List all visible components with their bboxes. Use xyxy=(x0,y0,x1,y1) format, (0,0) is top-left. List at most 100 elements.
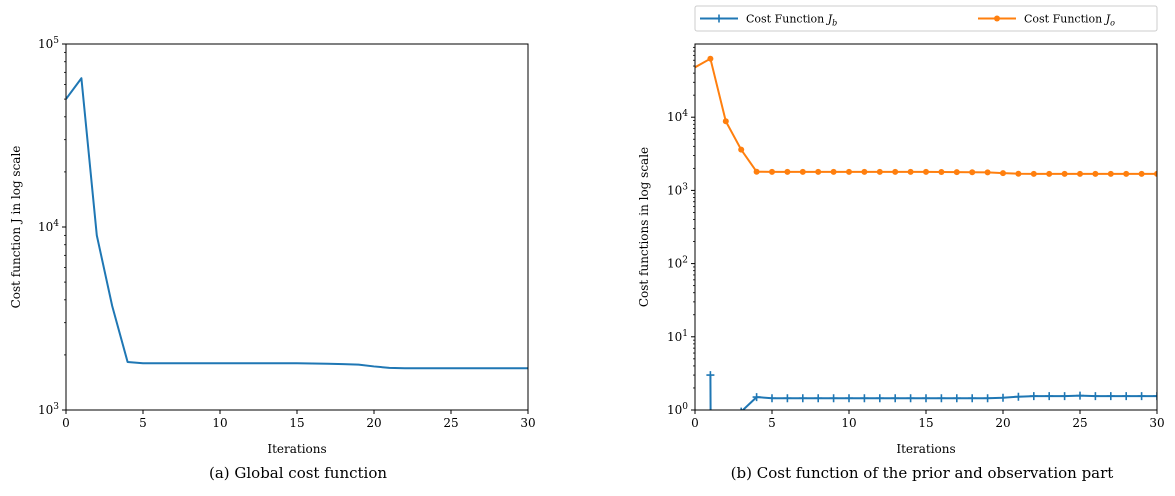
data-point xyxy=(937,394,946,403)
data-point xyxy=(845,394,853,403)
y-tick-label: 104 xyxy=(38,219,59,234)
data-point xyxy=(1030,170,1037,177)
data-point xyxy=(783,394,792,403)
x-tick-label: 25 xyxy=(1072,416,1087,430)
data-point xyxy=(829,394,838,403)
data-point xyxy=(707,55,714,62)
y-tick-label: 101 xyxy=(667,329,688,344)
x-tick-label: 0 xyxy=(62,416,70,430)
x-tick-label: 30 xyxy=(1149,416,1164,430)
y-tick-label: 100 xyxy=(667,402,688,417)
data-point xyxy=(861,168,868,175)
data-point xyxy=(1015,170,1022,177)
data-point xyxy=(768,394,776,403)
data-point xyxy=(1046,170,1053,177)
data-point xyxy=(1060,392,1069,401)
data-point xyxy=(1000,170,1006,177)
data-point xyxy=(1138,170,1145,177)
series-cost-function-j-o xyxy=(695,55,1157,177)
data-point xyxy=(814,394,823,403)
data-point xyxy=(1122,392,1131,401)
data-point xyxy=(846,168,852,175)
legend-label: Cost Function Jb xyxy=(746,13,837,28)
data-point xyxy=(784,168,791,175)
series-line xyxy=(66,77,528,370)
data-point xyxy=(984,169,991,176)
plot-frame xyxy=(65,43,529,411)
legend-marker xyxy=(715,14,723,23)
x-axis-label: Iterations xyxy=(267,442,326,456)
data-point xyxy=(953,169,960,176)
legend-entry: Cost Function Jo xyxy=(978,13,1115,28)
data-point xyxy=(923,168,929,175)
plot-frame xyxy=(694,43,1158,411)
x-tick-label: 30 xyxy=(520,416,535,430)
data-point xyxy=(1014,392,1023,401)
data-point xyxy=(769,168,775,175)
data-point xyxy=(815,168,822,175)
legend-entry: Cost Function Jb xyxy=(700,13,837,28)
data-point xyxy=(892,168,899,175)
x-tick-label: 5 xyxy=(139,416,147,430)
legend-frame xyxy=(694,5,1158,32)
y-tick-label: 105 xyxy=(38,36,59,51)
data-point xyxy=(1137,392,1146,401)
figure-caption: (b) Cost function of the prior and obser… xyxy=(731,464,1114,482)
x-tick-label: 20 xyxy=(995,416,1010,430)
legend-label: Cost Function Jo xyxy=(1024,13,1115,28)
series-line xyxy=(66,77,528,370)
figure-caption: (a) Global cost function xyxy=(209,464,387,482)
data-point xyxy=(1091,392,1100,401)
data-point xyxy=(830,168,837,175)
x-tick-label: 20 xyxy=(366,416,381,430)
data-point xyxy=(1077,170,1083,177)
data-point xyxy=(740,407,742,410)
data-point xyxy=(1045,392,1054,401)
data-point xyxy=(1076,391,1084,400)
data-point xyxy=(875,394,884,403)
y-axis-label: Cost function J in log scale xyxy=(9,146,23,309)
x-axis-label: Iterations xyxy=(896,442,955,456)
y-tick-label: 103 xyxy=(38,402,59,417)
x-tick-label: 10 xyxy=(841,416,856,430)
data-point xyxy=(952,394,961,403)
y-axis-label: Cost functions in log scale xyxy=(637,147,651,307)
data-point xyxy=(1061,170,1068,177)
x-tick-label: 25 xyxy=(443,416,458,430)
data-point xyxy=(752,393,761,402)
data-point xyxy=(969,169,976,176)
data-point xyxy=(999,393,1007,402)
series-line xyxy=(695,57,1157,175)
data-point xyxy=(907,168,914,175)
series-cost-function-j-b xyxy=(706,371,1157,410)
x-tick-label: 15 xyxy=(289,416,304,430)
data-point xyxy=(983,394,992,403)
data-point xyxy=(906,394,915,403)
data-point xyxy=(1123,170,1130,177)
x-tick-label: 0 xyxy=(691,416,699,430)
data-point xyxy=(706,371,715,380)
x-tick-label: 5 xyxy=(768,416,776,430)
legend-marker xyxy=(994,15,1000,22)
data-point xyxy=(1106,392,1115,401)
y-tick-label: 104 xyxy=(667,109,688,124)
x-tick-label: 15 xyxy=(918,416,933,430)
legend: Cost Function Jb Cost Function Jo xyxy=(694,5,1158,32)
data-point xyxy=(1029,392,1038,401)
x-tick-label: 10 xyxy=(212,416,227,430)
y-tick-label: 102 xyxy=(667,256,688,271)
data-point xyxy=(938,168,945,175)
data-point xyxy=(968,394,977,403)
data-point xyxy=(1153,392,1157,401)
data-point xyxy=(891,394,900,403)
data-point xyxy=(1107,170,1114,177)
data-point xyxy=(753,168,760,175)
data-point xyxy=(876,168,883,175)
chart-a: 0 5 10 15 20 25 30 103 104 105 Iterations Cost func… xyxy=(9,36,536,482)
chart-b: 0 5 10 15 20 25 30 100 101 102 103 104 Iterations Cos… xyxy=(637,5,1165,482)
data-point xyxy=(922,394,930,403)
data-point xyxy=(799,168,806,175)
data-point xyxy=(798,394,807,403)
data-point xyxy=(1154,170,1157,177)
